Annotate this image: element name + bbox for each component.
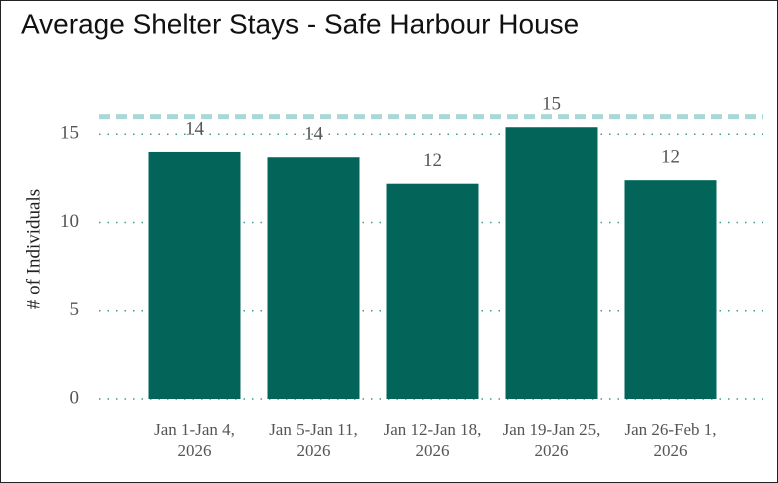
bar xyxy=(505,127,598,399)
x-tick-label: Jan 1-Jan 4, 2026 xyxy=(154,420,235,460)
data-label: 12 xyxy=(661,147,680,168)
x-tick-label: Jan 12-Jan 18, 2026 xyxy=(383,420,482,460)
bar xyxy=(267,157,360,399)
data-label: 15 xyxy=(542,94,561,115)
data-label: 14 xyxy=(185,118,205,139)
y-axis-label: # of Individuals xyxy=(23,189,44,309)
bar xyxy=(386,183,479,399)
y-tick-label: 15 xyxy=(60,123,79,144)
data-label: 12 xyxy=(423,150,442,171)
bar xyxy=(148,151,241,399)
x-tick-label: Jan 19-Jan 25, 2026 xyxy=(502,420,601,460)
y-tick-label: 5 xyxy=(70,299,80,320)
y-tick-label: 10 xyxy=(60,211,79,232)
chart-title: Average Shelter Stays - Safe Harbour Hou… xyxy=(21,8,579,39)
x-tick-label: Jan 5-Jan 11, 2026 xyxy=(269,420,358,460)
bar xyxy=(624,180,717,399)
x-tick-label: Jan 26-Feb 1, 2026 xyxy=(624,420,717,460)
data-label: 14 xyxy=(304,124,324,145)
y-tick-label: 0 xyxy=(70,387,80,408)
